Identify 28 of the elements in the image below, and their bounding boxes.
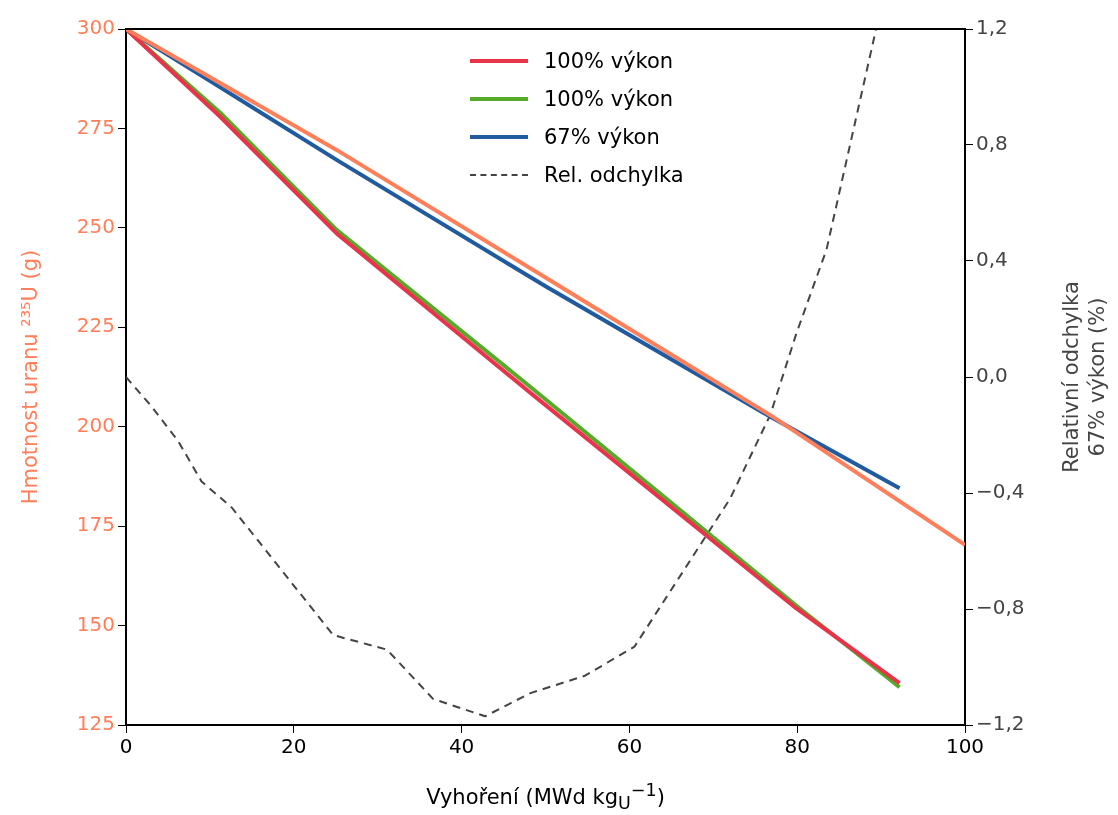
y-axis-title: Hmotnost uranu ²³⁵U (g): [16, 249, 43, 505]
y-tick-label: 225: [76, 313, 115, 338]
y-tick-label: 200: [76, 412, 115, 437]
y-tick-label: 250: [76, 214, 115, 239]
x-tick-label: 0: [119, 734, 133, 759]
x-axis-title: Vyhoření (MWd kg$_{U}$$^{−1}$): [425, 780, 666, 815]
y2-tick-label: −0,4: [976, 479, 1025, 504]
x-tick-label: 40: [448, 734, 475, 759]
y-tick-label: 275: [76, 114, 115, 139]
legend-label: Rel. odchylka: [544, 163, 684, 187]
y-tick-label: 150: [76, 611, 115, 636]
y2-tick-label: 0,4: [976, 247, 1008, 272]
x-tick-label: 80: [784, 734, 810, 759]
x-tick-label: 60: [616, 734, 643, 759]
y2-tick-label: −1,2: [976, 711, 1025, 736]
y2-tick-label: −0,8: [976, 595, 1025, 620]
y2-tick-label: 0,0: [976, 363, 1008, 388]
legend-label: 100% výkon: [544, 49, 674, 73]
y2-tick-label: 0,8: [976, 131, 1008, 156]
x-tick-label: 20: [281, 734, 307, 759]
y2-tick-label: 1,2: [976, 15, 1008, 40]
x-tick-label: 100: [945, 734, 985, 759]
y-tick-label: 300: [76, 15, 115, 40]
legend-label: 67% výkon: [544, 125, 660, 149]
y-tick-label: 175: [76, 512, 115, 537]
legend-label: 100% výkon: [544, 87, 674, 111]
y2-axis-title: Relativní odchylka 67% výkon (%): [1057, 281, 1110, 473]
y-tick-label: 125: [76, 711, 115, 736]
